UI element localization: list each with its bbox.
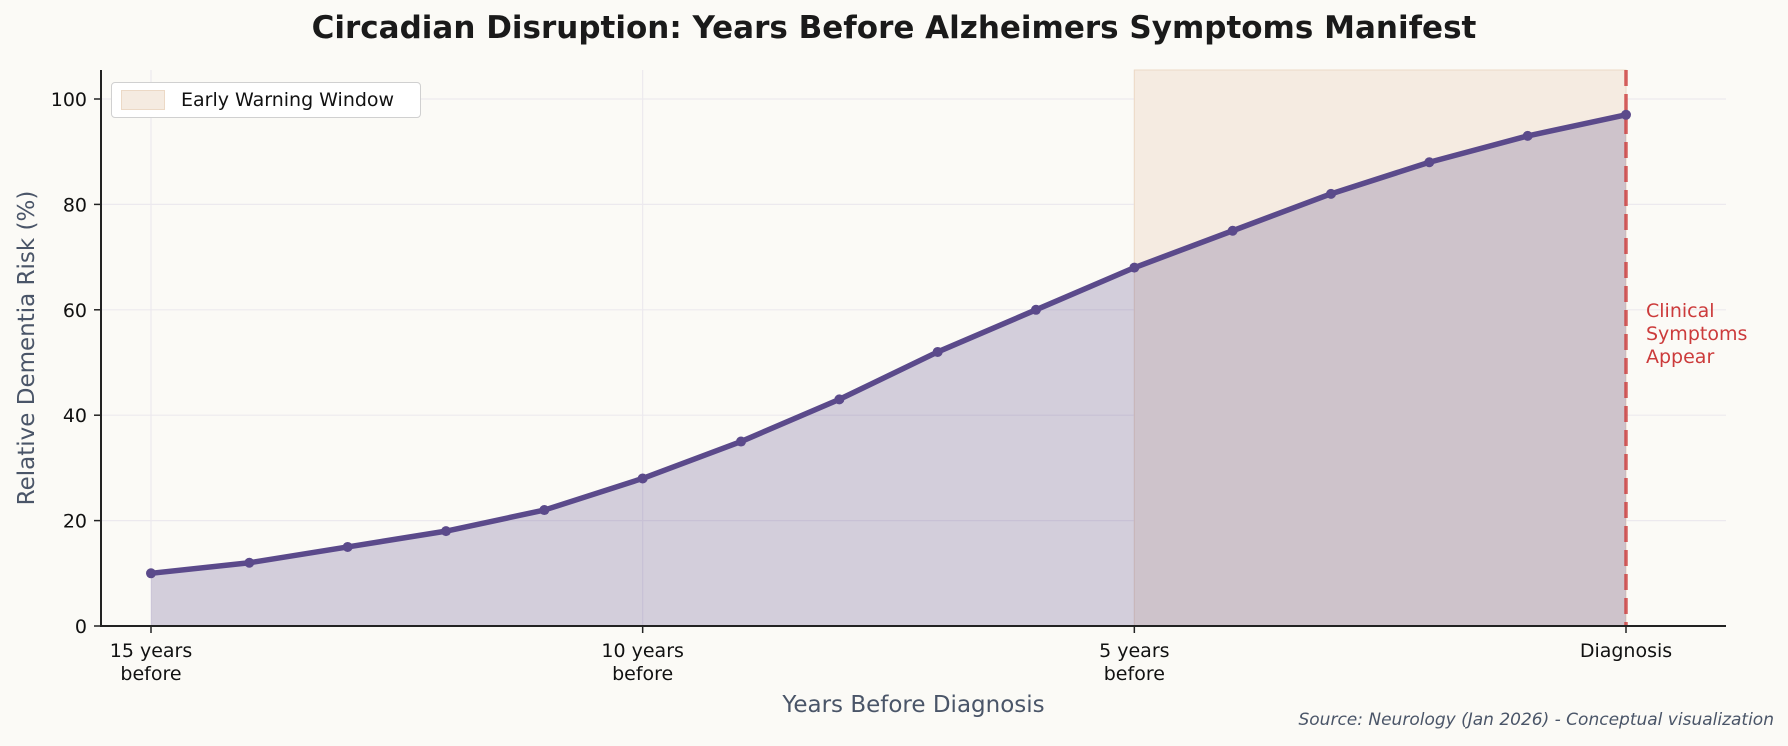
data-point xyxy=(1031,304,1041,315)
data-point xyxy=(1326,188,1336,199)
x-tick-label: 10 years xyxy=(601,640,684,662)
data-point xyxy=(932,346,943,357)
x-tick-label: before xyxy=(120,663,181,685)
data-point xyxy=(637,473,648,484)
data-point xyxy=(1621,109,1631,120)
chart-title: Circadian Disruption: Years Before Alzhe… xyxy=(311,10,1477,46)
x-tick-label: Diagnosis xyxy=(1580,640,1672,662)
x-tick-label: 15 years xyxy=(110,640,193,662)
x-tick-label: before xyxy=(1104,663,1165,685)
y-tick-label: 100 xyxy=(51,89,87,111)
data-point xyxy=(1424,157,1435,168)
clinical-symptoms-annotation: Clinical xyxy=(1646,300,1715,322)
legend: Early Warning Window xyxy=(111,82,421,118)
x-tick-label: before xyxy=(612,663,673,685)
y-tick-label: 20 xyxy=(63,511,87,533)
data-point xyxy=(342,541,353,552)
data-point xyxy=(539,505,550,516)
data-point xyxy=(146,568,156,579)
data-point xyxy=(834,394,845,405)
legend-swatch-early-warning xyxy=(121,90,165,110)
y-tick-label: 0 xyxy=(75,616,87,638)
y-tick-label: 40 xyxy=(63,405,87,427)
data-point xyxy=(736,436,746,447)
source-note: Source: Neurology (Jan 2026) - Conceptua… xyxy=(1298,710,1774,730)
x-axis-label: Years Before Diagnosis xyxy=(781,692,1044,718)
y-tick-label: 60 xyxy=(63,300,87,322)
clinical-symptoms-annotation: Symptoms xyxy=(1646,323,1747,345)
risk-area-fill xyxy=(151,114,1626,626)
risk-line xyxy=(150,112,1627,577)
y-tick-label: 80 xyxy=(63,194,87,216)
y-axis-label: Relative Dementia Risk (%) xyxy=(14,191,40,506)
early-warning-region xyxy=(1133,69,1627,627)
data-point xyxy=(441,526,451,537)
legend-label: Early Warning Window xyxy=(181,89,395,111)
data-point xyxy=(1522,130,1533,141)
data-point xyxy=(244,557,255,568)
clinical-symptoms-annotation: Appear xyxy=(1646,346,1714,368)
data-point xyxy=(1227,225,1238,236)
data-point xyxy=(1129,262,1140,273)
x-tick-label: 5 years xyxy=(1099,640,1169,662)
